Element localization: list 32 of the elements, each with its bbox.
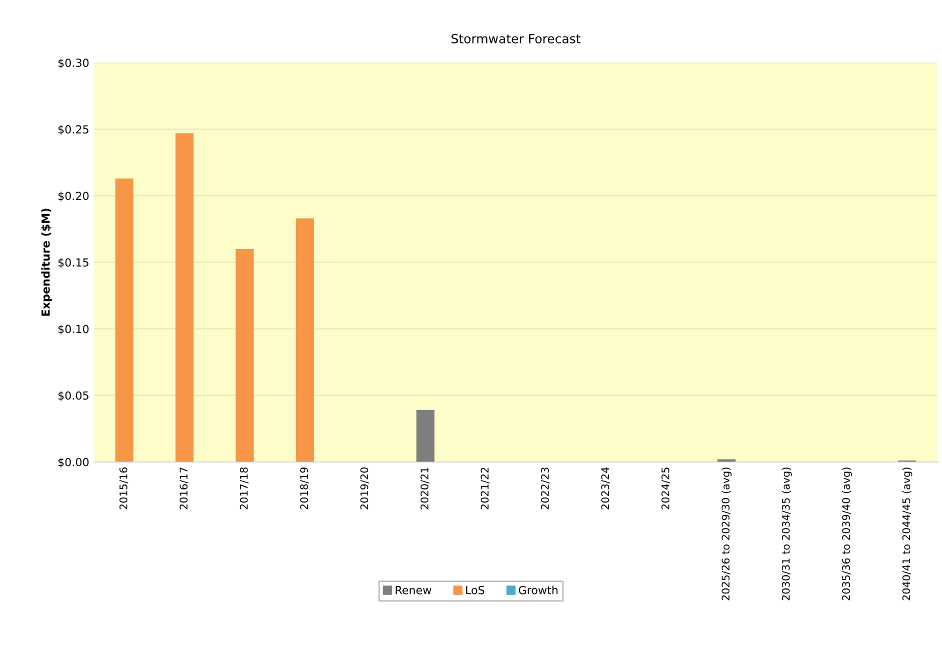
y-tick-label: $0.00 [58, 458, 89, 468]
x-tick-label: 2016/17 [180, 468, 188, 510]
x-tick-label: 2025/26 to 2029/30 (avg) [721, 468, 732, 600]
bar [416, 410, 434, 462]
x-tick-label: 2040/41 to 2044/45 (avg) [902, 468, 912, 600]
x-tick-label: 2023/24 [601, 467, 610, 510]
bar [115, 178, 134, 462]
legend-label: Renew [396, 586, 432, 594]
y-tick-label: $0.25 [58, 124, 88, 136]
x-tick-label: 2030/31 to 2034/35 (avg) [782, 468, 792, 600]
chart-title: Stormwater Forecast [452, 34, 580, 44]
x-tick-label: 2035/36 to 2039/40 (avg) [842, 468, 852, 600]
y-tick-label: $0.10 [58, 324, 89, 335]
x-tick-label: 2020/21 [420, 468, 430, 510]
bar [236, 248, 254, 462]
legend-label: Growth [518, 586, 558, 594]
y-tick-label: $0.05 [58, 391, 88, 402]
bar [717, 459, 736, 462]
x-tick-label: 2021/22 [480, 468, 490, 510]
bar [176, 133, 194, 462]
x-tick-label: 2019/20 [360, 467, 370, 510]
x-tick-label: 2024/25 [661, 468, 670, 510]
legend-label: LoS [466, 586, 484, 594]
y-tick-label: $0.15 [58, 258, 88, 268]
x-tick-label: 2018/19 [300, 467, 309, 510]
y-axis-title: Expenditure ($M) [41, 208, 52, 316]
y-tick-label: $0.30 [58, 58, 89, 69]
x-tick-label: 2015/16 [119, 467, 128, 510]
y-tick-label: $0.20 [58, 192, 89, 202]
x-tick-label: 2022/23 [541, 468, 550, 510]
x-tick-label: 2017/18 [240, 467, 249, 510]
bar [296, 218, 314, 462]
